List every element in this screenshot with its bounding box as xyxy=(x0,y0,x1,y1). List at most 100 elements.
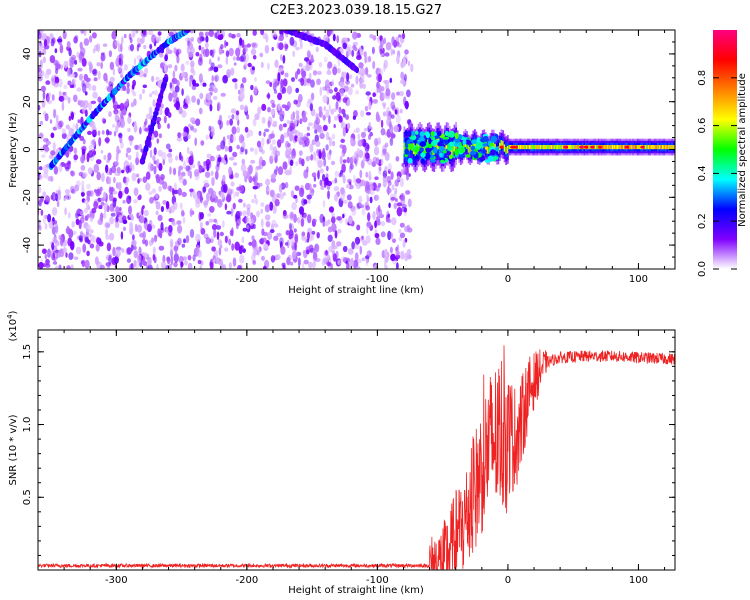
noise-blob xyxy=(224,145,229,152)
turbulence-blob xyxy=(415,130,419,135)
noise-blob xyxy=(213,66,219,73)
noise-blob xyxy=(129,221,134,230)
noise-blob xyxy=(220,92,226,97)
noise-blob xyxy=(175,155,179,161)
noise-blob xyxy=(65,124,70,130)
noise-blob xyxy=(114,256,119,264)
noise-blob xyxy=(264,204,270,213)
noise-blob xyxy=(394,109,398,115)
noise-blob xyxy=(261,103,267,111)
noise-blob xyxy=(44,146,50,152)
noise-blob xyxy=(308,261,313,269)
carrier-cell xyxy=(505,147,508,155)
noise-blob xyxy=(248,241,253,246)
noise-blob xyxy=(101,172,105,182)
noise-blob xyxy=(351,31,358,40)
noise-blob xyxy=(42,248,47,254)
noise-blob xyxy=(143,209,149,217)
turbulence-blob xyxy=(419,131,425,138)
noise-blob xyxy=(246,43,251,48)
noise-blob xyxy=(386,216,391,223)
noise-blob xyxy=(173,261,178,268)
carrier-cell xyxy=(588,145,591,150)
colorbar-tick-label: 0.0 xyxy=(697,261,708,277)
noise-blob xyxy=(358,199,363,207)
carrier-cell xyxy=(654,145,656,150)
noise-blob xyxy=(54,48,58,54)
noise-blob xyxy=(331,79,334,87)
noise-blob xyxy=(318,148,322,158)
noise-blob xyxy=(264,128,270,133)
noise-blob xyxy=(131,172,137,182)
noise-blob xyxy=(112,246,116,257)
noise-blob xyxy=(228,166,233,175)
noise-blob xyxy=(228,47,234,57)
diagonal-trace xyxy=(139,76,168,165)
snr-frame xyxy=(37,329,676,571)
noise-blob xyxy=(44,199,49,205)
noise-blob xyxy=(82,172,88,178)
noise-blob xyxy=(106,170,110,176)
noise-blob xyxy=(313,176,317,182)
turbulence-blob xyxy=(490,135,498,143)
noise-blob xyxy=(80,47,86,57)
noise-blob xyxy=(345,80,351,85)
noise-blob xyxy=(231,114,235,120)
noise-blob xyxy=(123,226,126,231)
noise-blob xyxy=(395,250,400,256)
noise-blob xyxy=(208,58,212,65)
noise-blob xyxy=(187,123,192,128)
noise-blob xyxy=(382,170,388,178)
noise-blob xyxy=(76,209,81,214)
carrier-cell xyxy=(521,145,523,150)
noise-blob xyxy=(210,155,215,162)
noise-blob xyxy=(277,166,284,176)
noise-blob xyxy=(74,35,79,40)
noise-blob xyxy=(374,233,380,239)
noise-blob xyxy=(289,36,295,46)
carrier-cell xyxy=(535,145,537,150)
noise-blob xyxy=(367,212,371,222)
turbulence-blob xyxy=(458,134,463,140)
noise-blob xyxy=(376,219,381,226)
noise-blob xyxy=(393,202,398,209)
noise-blob xyxy=(327,190,330,200)
noise-blob xyxy=(58,163,63,173)
noise-blob xyxy=(281,86,287,94)
noise-blob xyxy=(286,257,291,266)
turbulence-blob xyxy=(462,139,467,145)
noise-blob xyxy=(226,135,231,140)
turbulence-blob xyxy=(442,150,447,154)
noise-blob xyxy=(257,106,262,115)
noise-blob xyxy=(323,158,327,167)
colorbar-tick-label: 0.4 xyxy=(697,165,708,181)
noise-blob xyxy=(254,147,258,156)
noise-blob xyxy=(267,139,271,144)
noise-blob xyxy=(264,44,270,54)
noise-blob xyxy=(228,238,231,246)
noise-blob xyxy=(311,189,315,193)
turbulence-blob xyxy=(425,132,430,139)
noise-blob xyxy=(137,254,142,264)
noise-blob xyxy=(57,250,61,259)
noise-blob xyxy=(112,190,118,195)
noise-blob xyxy=(346,194,352,201)
noise-blob xyxy=(289,122,296,131)
noise-blob xyxy=(384,152,390,161)
carrier-cell xyxy=(611,145,614,150)
noise-blob xyxy=(243,202,246,208)
noise-blob xyxy=(158,163,163,171)
noise-blob xyxy=(291,129,298,135)
noise-blob xyxy=(139,93,143,101)
trace-point xyxy=(184,30,191,34)
noise-blob xyxy=(219,231,224,237)
snr-y-axis-label: SNR (10 * v/v) xyxy=(8,414,19,485)
noise-blob xyxy=(171,77,178,85)
noise-blob xyxy=(187,134,191,140)
noise-blob xyxy=(309,247,316,254)
noise-blob xyxy=(328,137,333,147)
noise-blob xyxy=(79,41,83,50)
carrier-cell xyxy=(655,145,658,150)
noise-blob xyxy=(209,262,214,269)
noise-blob xyxy=(316,232,320,239)
